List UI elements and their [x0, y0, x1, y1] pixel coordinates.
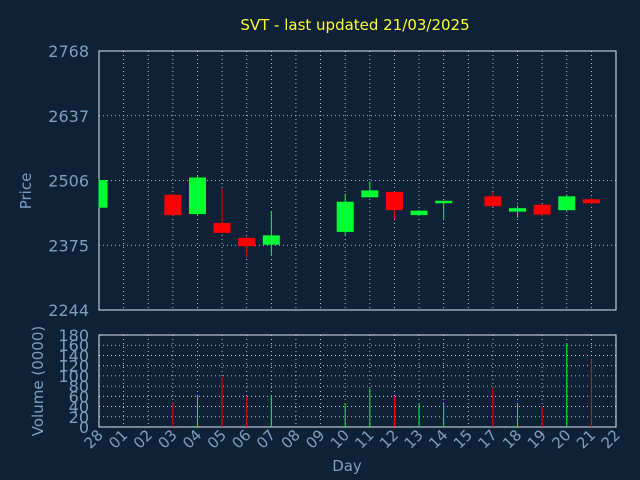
- candle: [98, 179, 108, 208]
- volume-y-tick-label: 160: [58, 336, 89, 355]
- volume-y-tick-label: 120: [58, 357, 89, 376]
- price-y-tick-label: 2375: [48, 236, 89, 255]
- candles: [98, 176, 600, 258]
- volume-axis-label: Volume (0000): [29, 326, 47, 436]
- candle: [558, 194, 576, 211]
- candle-body: [238, 237, 256, 247]
- volume-y-tick-label: 180: [58, 326, 89, 345]
- candle: [435, 200, 453, 219]
- candle-body: [99, 180, 108, 208]
- volume-y-tick-label: 80: [69, 377, 89, 396]
- candle-body: [188, 177, 206, 215]
- candle: [188, 176, 206, 216]
- price-y-tick-label: 2244: [48, 301, 89, 320]
- candle-body: [435, 200, 453, 204]
- candle: [361, 181, 379, 198]
- price-panel: 2244 2375 2506 2637 2768 Price: [17, 42, 617, 320]
- volume-y-tick-label: 20: [69, 408, 89, 427]
- candle: [164, 193, 182, 216]
- price-y-tick-label: 2637: [48, 107, 89, 126]
- candle: [336, 193, 354, 235]
- candle: [385, 191, 403, 220]
- candle: [484, 191, 502, 207]
- x-axis-label: Day: [332, 457, 362, 475]
- volume-y-tick-label: 0: [79, 418, 89, 437]
- candle-body: [509, 208, 527, 212]
- volume-plot-frame: [98, 334, 617, 428]
- candle: [533, 204, 551, 217]
- candle: [238, 236, 256, 258]
- volume-y-tick-label: 100: [58, 367, 89, 386]
- candle-body: [361, 190, 379, 198]
- volume-y-tick-label: 40: [69, 398, 89, 417]
- candle-body: [410, 210, 428, 216]
- candle-body: [262, 235, 280, 245]
- candle-body: [533, 204, 551, 215]
- candle-body: [484, 196, 502, 207]
- price-axis-label: Price: [17, 173, 35, 210]
- volume-y-tick-label: 60: [69, 387, 89, 406]
- candle-body: [164, 194, 182, 216]
- candle-body: [213, 223, 231, 233]
- volume-y-tick-label: 140: [58, 346, 89, 365]
- candle: [213, 188, 231, 233]
- candle: [410, 210, 428, 217]
- candle-body: [582, 199, 600, 204]
- candle-body: [558, 196, 576, 211]
- candle-body: [336, 201, 354, 232]
- volume-bars: [172, 343, 592, 427]
- candle: [582, 197, 600, 205]
- price-y-tick-label: 2506: [48, 172, 89, 191]
- candle-body: [385, 191, 403, 211]
- candle: [262, 211, 280, 256]
- chart-title: SVT - last updated 21/03/2025: [240, 16, 469, 34]
- candle: [509, 205, 527, 218]
- price-y-tick-labels: 2244 2375 2506 2637 2768: [48, 42, 89, 320]
- price-y-tick-label: 2768: [48, 42, 89, 61]
